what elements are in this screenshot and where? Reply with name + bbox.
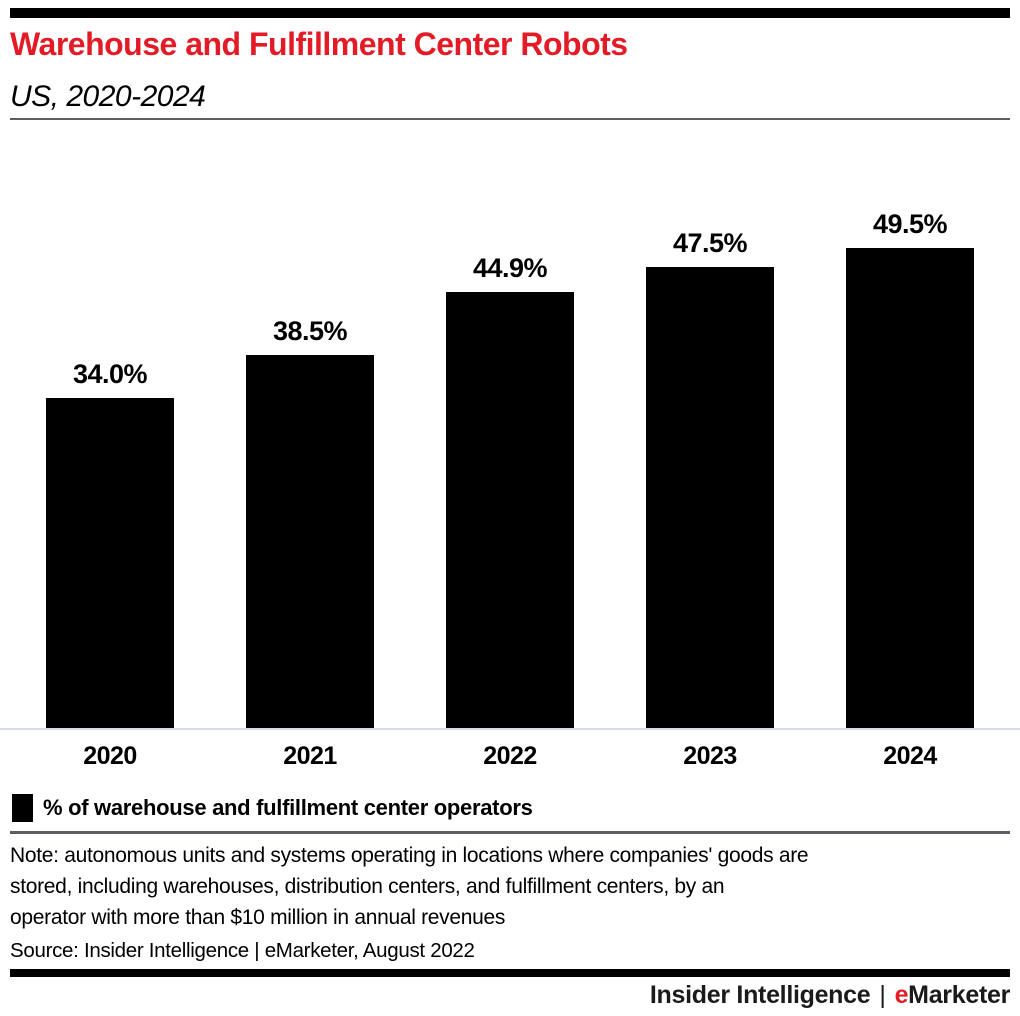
- source-text: Source: Insider Intelligence | eMarketer…: [10, 939, 475, 962]
- x-axis-label: 2020: [83, 742, 137, 770]
- bar-group-2024: 49.5%: [810, 121, 1010, 728]
- x-axis-label: 2022: [483, 742, 537, 770]
- bar-group-2021: 38.5%: [210, 121, 410, 728]
- bar-value-label: 47.5%: [672, 228, 748, 258]
- bar-value-label: 38.5%: [272, 316, 348, 346]
- footer-separator: |: [879, 981, 886, 1009]
- bar-value-label: 34.0%: [72, 359, 148, 389]
- x-axis-line: [0, 728, 1020, 730]
- bar: [846, 248, 974, 728]
- chart-subtitle: US, 2020-2024: [10, 80, 206, 113]
- chart-title: Warehouse and Fulfillment Center Robots: [10, 26, 628, 62]
- bar: [646, 267, 774, 728]
- bar: [246, 355, 374, 728]
- bar-group-2023: 47.5%: [610, 121, 810, 728]
- note-text: Note: autonomous units and systems opera…: [10, 844, 809, 929]
- x-axis-labels: 2020 2021 2022 2023 2024: [10, 742, 1010, 771]
- top-rule: [10, 8, 1010, 18]
- bar: [46, 398, 174, 728]
- footer-brand-emarketer-e: e: [894, 981, 909, 1009]
- x-axis-label: 2021: [283, 742, 337, 770]
- bar-value-label: 44.9%: [472, 253, 548, 283]
- x-axis-label: 2024: [883, 742, 937, 770]
- legend-swatch-icon: [12, 794, 33, 822]
- footer-brand: Insider Intelligence | eMarketer: [650, 981, 1010, 1010]
- x-axis-label: 2023: [683, 742, 737, 770]
- footer-rule: [10, 969, 1010, 977]
- bar-chart: 34.0% 38.5% 44.9% 47.5% 49.5%: [10, 121, 1010, 728]
- legend: % of warehouse and fulfillment center op…: [12, 794, 533, 822]
- footer-brand-emarketer-rest: Marketer: [908, 981, 1010, 1009]
- bar-value-label: 49.5%: [872, 209, 948, 239]
- bar-group-2022: 44.9%: [410, 121, 610, 728]
- footnote-divider: [10, 831, 1010, 834]
- legend-label: % of warehouse and fulfillment center op…: [43, 795, 533, 820]
- header-divider: [10, 118, 1010, 120]
- bar: [446, 292, 574, 728]
- footer-brand-primary: Insider Intelligence: [649, 981, 871, 1009]
- bar-group-2020: 34.0%: [10, 121, 210, 728]
